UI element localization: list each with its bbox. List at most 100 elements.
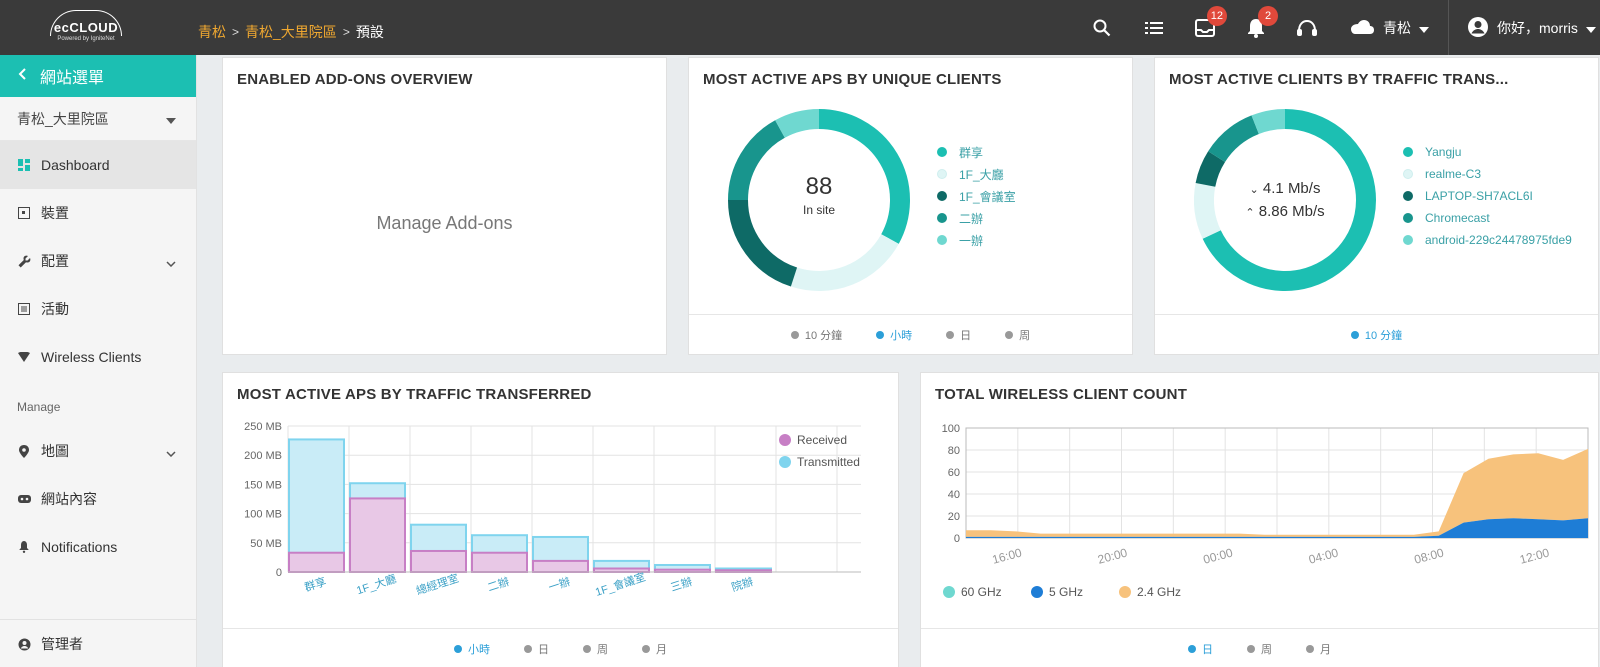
search-icon[interactable] bbox=[1090, 16, 1114, 40]
time-range-label: 日 bbox=[1202, 643, 1213, 656]
time-range-option[interactable]: 周 bbox=[583, 641, 608, 657]
sidebar-item-wireless-clients[interactable]: Wireless Clients bbox=[0, 333, 196, 381]
bar-transmitted[interactable] bbox=[288, 438, 345, 573]
clients-traffic-legend-item[interactable]: Yangju bbox=[1403, 141, 1572, 163]
sidebar-item-label: Dashboard bbox=[41, 157, 110, 173]
radio-dot bbox=[876, 330, 885, 339]
client-count-area-chart: 0 20 40 60 80 100 16:00 20:00 00:00 04:00 08:00 12:… bbox=[942, 423, 1589, 599]
area-x-tick-label: 08:00 bbox=[1413, 545, 1446, 566]
cloud-icon bbox=[1349, 19, 1375, 38]
area-series-2-4ghz[interactable] bbox=[966, 448, 1588, 537]
aps-unique-slice-4[interactable] bbox=[775, 109, 820, 138]
sidebar-item-dashboard[interactable]: Dashboard bbox=[0, 141, 196, 189]
clients-traffic-card-title: MOST ACTIVE CLIENTS BY TRAFFIC TRANS... bbox=[1169, 71, 1509, 88]
time-range-label: 小時 bbox=[890, 329, 913, 342]
sidebar-item-config[interactable]: 配置 bbox=[0, 237, 196, 285]
area-legend-label[interactable]: 2.4 GHz bbox=[1137, 585, 1181, 599]
time-range-option[interactable]: 10 分鐘 bbox=[1350, 327, 1402, 343]
logo-sub: Powered by IgniteNet bbox=[57, 36, 115, 42]
bar-received[interactable] bbox=[288, 551, 345, 573]
clients-traffic-legend-item[interactable]: Chromecast bbox=[1403, 207, 1572, 229]
time-range-option[interactable]: 小時 bbox=[454, 641, 490, 657]
bar-legend-label[interactable]: Received bbox=[797, 433, 847, 447]
aps-unique-slice-3[interactable] bbox=[728, 120, 786, 201]
bar-x-tick-label: 群享 bbox=[303, 574, 328, 594]
aps-unique-legend-item[interactable]: 1F_會議室 bbox=[937, 185, 1016, 207]
aps-unique-legend-item[interactable]: 二辦 bbox=[937, 207, 1016, 229]
bar-y-tick-label: 100 MB bbox=[244, 509, 282, 521]
bar-y-tick-label: 50 MB bbox=[250, 538, 282, 550]
download-rate: ⌄ 4.1 Mb/s bbox=[1185, 178, 1385, 201]
inbox-icon[interactable]: 12 bbox=[1193, 6, 1227, 40]
bar-received[interactable] bbox=[349, 497, 406, 573]
aps-unique-legend-item[interactable]: 群享 bbox=[937, 141, 1016, 163]
sidebar-item-admin[interactable]: 管理者 bbox=[0, 620, 196, 667]
list-icon[interactable] bbox=[1142, 16, 1166, 40]
time-range-option[interactable]: 月 bbox=[1306, 641, 1331, 657]
bar-received[interactable] bbox=[410, 549, 467, 573]
headset-icon[interactable] bbox=[1295, 16, 1319, 40]
aps-unique-slice-0[interactable] bbox=[818, 109, 910, 244]
content-icon bbox=[17, 492, 31, 506]
bell-icon bbox=[17, 540, 31, 554]
bar-y-tick-label: 150 MB bbox=[244, 479, 282, 491]
user-menu[interactable]: 你好，morris bbox=[1467, 16, 1596, 40]
time-range-option[interactable]: 小時 bbox=[876, 327, 912, 343]
clients-traffic-time-range: 10 分鐘 bbox=[1155, 314, 1598, 354]
clients-traffic-legend-item[interactable]: android-229c24478975fde9 bbox=[1403, 229, 1572, 251]
sidebar-bottom: 管理者 bbox=[0, 619, 196, 667]
sidebar-header[interactable]: 網站選單 bbox=[0, 55, 196, 97]
sidebar-item-devices[interactable]: 裝置 bbox=[0, 189, 196, 237]
bar-x-tick-label: 總經理室 bbox=[414, 571, 460, 598]
aps-unique-slice-1[interactable] bbox=[790, 233, 899, 291]
radio-dot bbox=[524, 644, 532, 653]
time-range-label: 日 bbox=[538, 643, 549, 656]
breadcrumb-org[interactable]: 青松 bbox=[198, 24, 226, 40]
aps-unique-legend: 群享 1F_大廳 1F_會議室 二辦一辦 bbox=[937, 141, 1016, 251]
time-range-option[interactable]: 周 bbox=[1005, 327, 1030, 343]
aps-unique-legend-item[interactable]: 一辦 bbox=[937, 229, 1016, 251]
time-range-option[interactable]: 周 bbox=[1247, 641, 1272, 657]
bar-received[interactable] bbox=[532, 559, 589, 574]
breadcrumb-site[interactable]: 青松_大里院區 bbox=[245, 24, 337, 40]
bell-icon[interactable]: 2 bbox=[1244, 6, 1278, 40]
legend-label: 一辦 bbox=[959, 233, 984, 248]
download-rate-value: 4.1 Mb/s bbox=[1262, 180, 1321, 197]
time-range-label: 日 bbox=[960, 329, 972, 342]
aps-unique-slice-2[interactable] bbox=[728, 199, 798, 287]
aps-unique-legend-item[interactable]: 1F_大廳 bbox=[937, 163, 1016, 185]
clients-traffic-slice-3[interactable] bbox=[1208, 115, 1260, 163]
sidebar-item-site-content[interactable]: 網站內容 bbox=[0, 475, 196, 523]
clients-traffic-slice-4[interactable] bbox=[1251, 109, 1286, 135]
time-range-option[interactable]: 日 bbox=[1188, 641, 1213, 657]
breadcrumb: 青松 > 青松_大里院區 > 預設 bbox=[198, 22, 384, 42]
radio-dot bbox=[946, 330, 955, 339]
bar-legend-label[interactable]: Transmitted bbox=[797, 455, 860, 469]
area-legend-label[interactable]: 60 GHz bbox=[961, 585, 1002, 599]
eccloud-logo[interactable]: ecCLOUD Powered by IgniteNet bbox=[46, 10, 126, 46]
clients-traffic-legend-item[interactable]: LAPTOP-SH7ACL6I bbox=[1403, 185, 1572, 207]
sidebar-item-notifications[interactable]: Notifications bbox=[0, 523, 196, 571]
radio-dot bbox=[454, 644, 462, 653]
sidebar-item-activity[interactable]: 活動 bbox=[0, 285, 196, 333]
logo-arc bbox=[50, 10, 122, 36]
time-range-option[interactable]: 日 bbox=[524, 641, 549, 657]
bar-received[interactable] bbox=[471, 551, 528, 573]
bar-legend-dot bbox=[779, 456, 791, 468]
site-selector[interactable]: 青松 bbox=[1349, 16, 1429, 40]
clients-traffic-slice-2[interactable] bbox=[1195, 151, 1226, 188]
clients-traffic-legend-item[interactable]: realme-C3 bbox=[1403, 163, 1572, 185]
time-range-option[interactable]: 日 bbox=[946, 327, 971, 343]
sidebar-item-map[interactable]: 地圖 bbox=[0, 427, 196, 475]
legend-label: 群享 bbox=[959, 145, 984, 160]
clients-traffic-slice-1[interactable] bbox=[1194, 182, 1221, 239]
area-legend-label[interactable]: 5 GHz bbox=[1049, 585, 1083, 599]
sidebar-site-selector[interactable]: 青松_大里院區 bbox=[0, 97, 196, 141]
clients-traffic-slice-0[interactable] bbox=[1202, 109, 1376, 291]
legend-dot bbox=[1403, 235, 1413, 245]
manage-addons-link[interactable]: Manage Add-ons bbox=[376, 213, 513, 233]
wifi-icon bbox=[17, 350, 31, 364]
time-range-option[interactable]: 10 分鐘 bbox=[790, 327, 842, 343]
area-series-5ghz[interactable] bbox=[966, 518, 1588, 538]
time-range-option[interactable]: 月 bbox=[642, 641, 667, 657]
